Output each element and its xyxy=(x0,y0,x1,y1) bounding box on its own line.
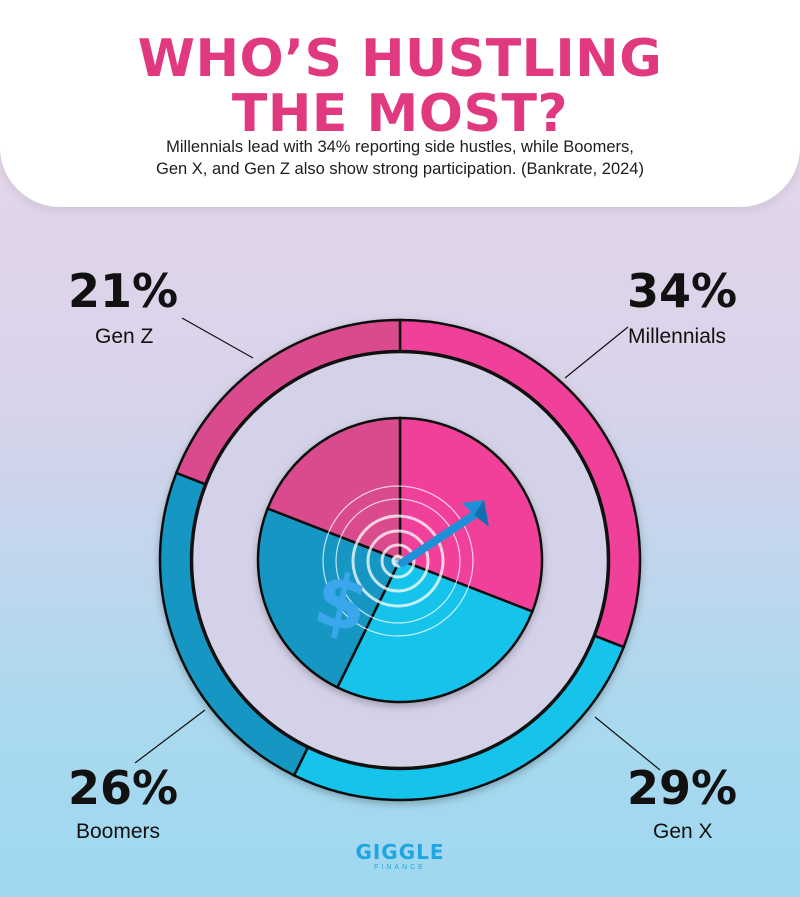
arrow-icon xyxy=(398,500,489,567)
giggle-finance-logo: GIGGLE xyxy=(355,840,445,864)
gen-z-percent: 21% xyxy=(68,264,179,318)
millennials-percent: 34% xyxy=(627,264,738,318)
millennials-leader-line xyxy=(564,326,629,379)
center-icons: $ xyxy=(307,485,489,650)
gen-x-label: Gen X xyxy=(653,820,713,843)
subtitle-line2: Gen X, and Gen Z also show strong partic… xyxy=(156,160,644,178)
gen-x-pie-slice xyxy=(335,558,534,704)
gen-z-pie-slice xyxy=(266,416,402,562)
logo-subtext: FINANCE xyxy=(374,864,426,871)
header-card: WHO’S HUSTLING THE MOST? Millennials lea… xyxy=(0,0,800,207)
subtitle-line1: Millennials lead with 34% reporting side… xyxy=(166,138,634,156)
page-title-line2: THE MOST? xyxy=(231,84,569,144)
subtitle: Millennials lead with 34% reporting side… xyxy=(100,136,700,180)
gen-z-label: Gen Z xyxy=(95,325,154,348)
boomers-label: Boomers xyxy=(76,820,161,843)
leader-lines xyxy=(134,317,661,771)
target-icon xyxy=(322,485,474,637)
gen-x-percent: 29% xyxy=(627,761,738,815)
boomers-percent: 26% xyxy=(68,761,179,815)
page-title-line1: WHO’S HUSTLING xyxy=(137,29,663,89)
boomers-pie-slice xyxy=(256,506,402,690)
boomers-leader-line xyxy=(134,709,206,764)
millennials-label: Millennials xyxy=(628,325,727,348)
inner-pie xyxy=(256,416,544,704)
gen-x-leader-line xyxy=(594,716,661,771)
gen-z-leader-line xyxy=(181,317,254,359)
